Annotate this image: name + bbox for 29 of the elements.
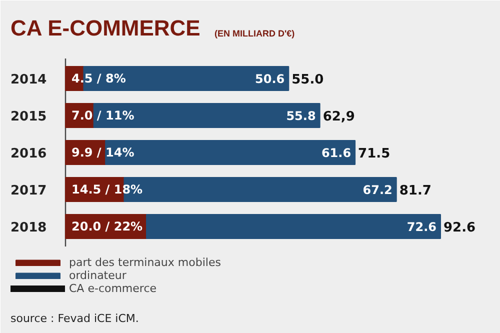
source-note: source : Fevad iCE iCM.	[10, 312, 139, 325]
data-label: 14.5 / 18%	[72, 182, 143, 196]
y-tick-label: 2018	[10, 220, 47, 236]
data-label: 7.0 / 11%	[72, 108, 134, 122]
bar	[146, 214, 441, 239]
total-label: 81.7	[399, 184, 432, 198]
y-tick-label: 2016	[10, 146, 47, 162]
total-label: 71.5	[358, 146, 390, 162]
legend-label: CA e-commerce	[69, 282, 157, 295]
data-label: 50.6	[255, 72, 285, 86]
data-label: 72.6	[406, 220, 436, 234]
y-tick-label: 2015	[10, 110, 47, 124]
y-tick-label: 2017	[10, 184, 47, 198]
total-label: 55.0	[292, 72, 324, 88]
data-label: 55.8	[286, 109, 316, 123]
chart-title: CA E-COMMERCE	[10, 16, 200, 40]
data-label: 61.6	[321, 146, 352, 160]
legend-label: ordinateur	[69, 269, 126, 282]
total-label: 62,9	[322, 110, 355, 124]
data-label: 20.0 / 22%	[72, 220, 143, 234]
bar	[105, 140, 356, 165]
y-tick-label: 2014	[10, 72, 47, 88]
total-label: 92.6	[444, 220, 476, 236]
data-label: 4.5 / 8%	[72, 72, 126, 86]
legend-label: part des terminaux mobiles	[69, 256, 221, 269]
data-label: 67.2	[362, 183, 392, 197]
bar	[93, 103, 320, 128]
data-label: 9.9 / 14%	[72, 146, 134, 160]
chart-subtitle: (EN MILLIARD D'€)	[214, 28, 295, 38]
